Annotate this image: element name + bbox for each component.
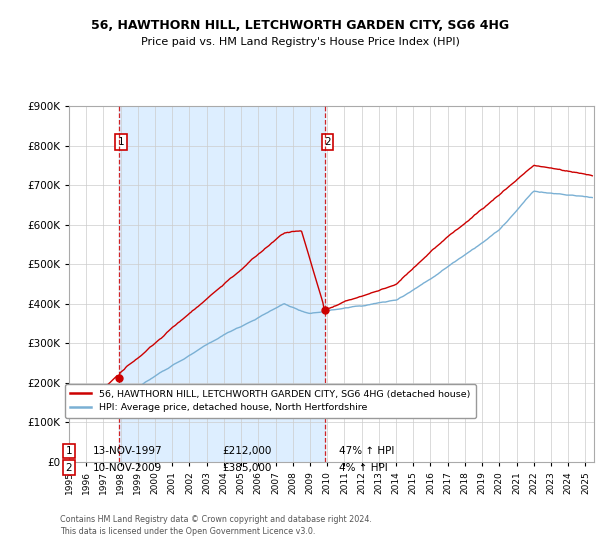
Text: 47% ↑ HPI: 47% ↑ HPI: [339, 446, 394, 456]
Text: £212,000: £212,000: [222, 446, 271, 456]
Text: £385,000: £385,000: [222, 463, 271, 473]
Text: 1: 1: [118, 137, 124, 147]
Text: 13-NOV-1997: 13-NOV-1997: [93, 446, 163, 456]
Text: 4% ↑ HPI: 4% ↑ HPI: [339, 463, 388, 473]
Text: This data is licensed under the Open Government Licence v3.0.: This data is licensed under the Open Gov…: [60, 528, 316, 536]
Text: Contains HM Land Registry data © Crown copyright and database right 2024.: Contains HM Land Registry data © Crown c…: [60, 515, 372, 524]
Text: 2: 2: [65, 463, 73, 473]
Legend: 56, HAWTHORN HILL, LETCHWORTH GARDEN CITY, SG6 4HG (detached house), HPI: Averag: 56, HAWTHORN HILL, LETCHWORTH GARDEN CIT…: [65, 384, 476, 418]
Text: 2: 2: [324, 137, 331, 147]
Text: Price paid vs. HM Land Registry's House Price Index (HPI): Price paid vs. HM Land Registry's House …: [140, 37, 460, 47]
Text: 56, HAWTHORN HILL, LETCHWORTH GARDEN CITY, SG6 4HG: 56, HAWTHORN HILL, LETCHWORTH GARDEN CIT…: [91, 18, 509, 32]
Text: 10-NOV-2009: 10-NOV-2009: [93, 463, 162, 473]
Text: 1: 1: [65, 446, 73, 456]
Bar: [119, 106, 325, 462]
